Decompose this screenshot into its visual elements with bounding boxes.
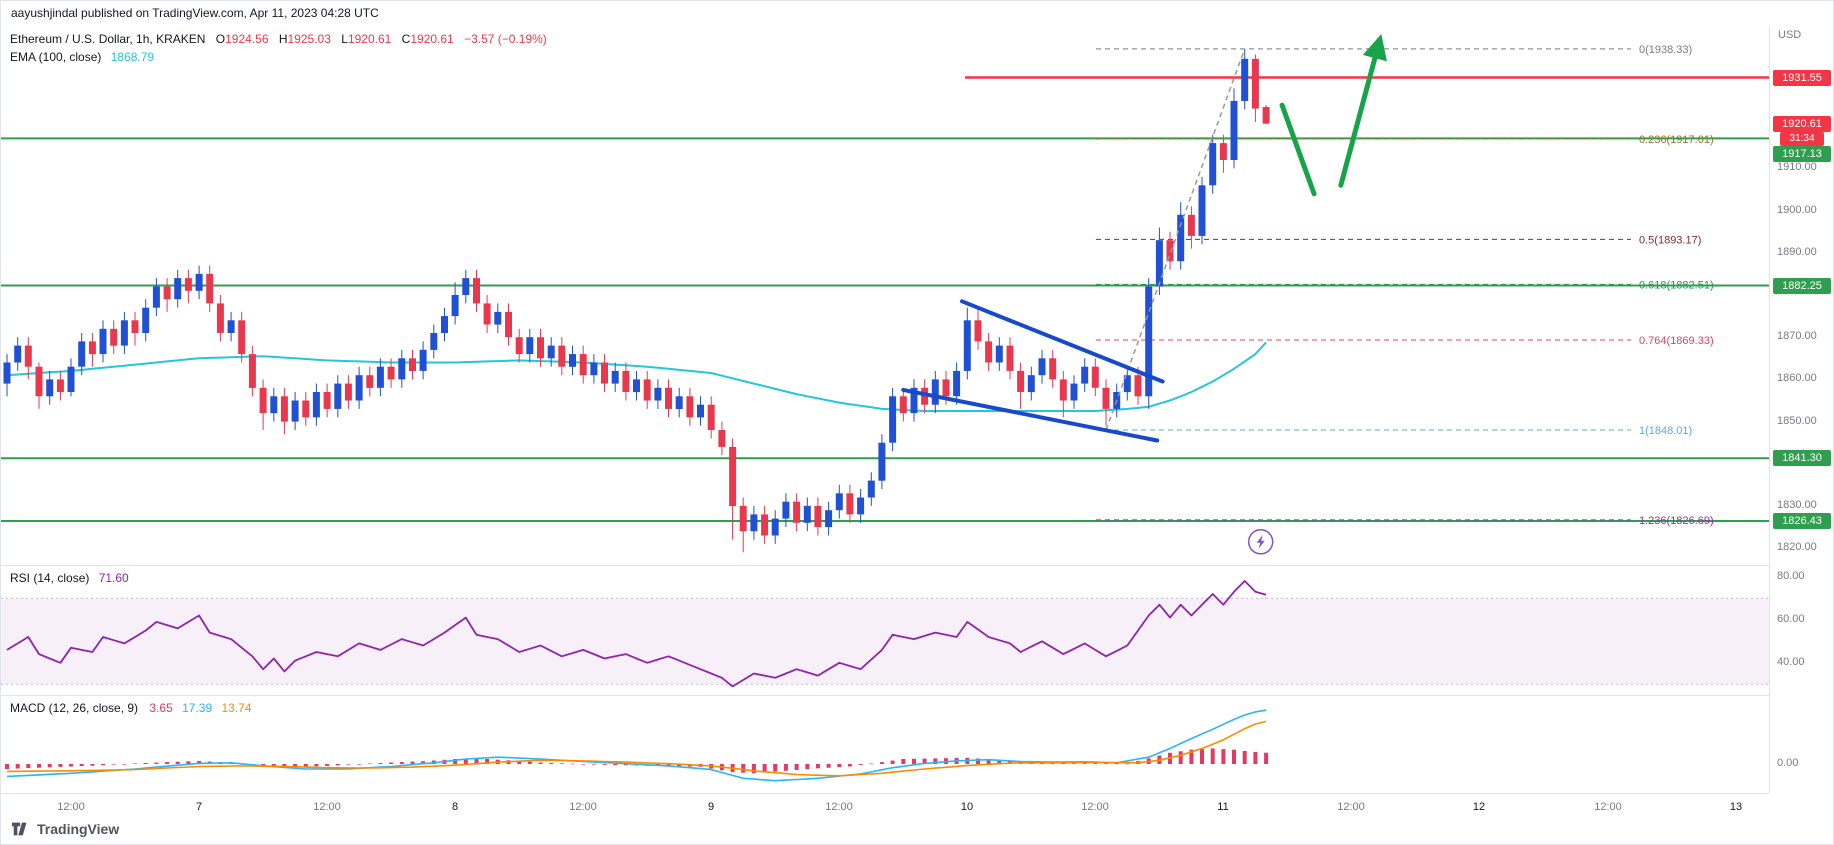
symbol-legend: Ethereum / U.S. Dollar, 1h, KRAKEN O1924… [10,32,547,46]
fib-level-label: 1(1848.01) [1639,425,1692,437]
candles-layer[interactable] [3,48,1270,553]
trendline[interactable] [960,299,1165,384]
ema-line[interactable] [6,341,1267,412]
time-axis-label: 7 [195,801,203,813]
macd-signal-value: 13.74 [221,701,252,715]
fib-level-label: 1.236(1826.69) [1639,515,1714,527]
macd-label[interactable]: MACD (12, 26, close, 9) [10,701,139,715]
rsi-legend: RSI (14, close) 71.60 [10,571,129,585]
price-axis-tick: 1900.00 [1777,204,1817,216]
fib-level-label: 0.618(1882.51) [1639,279,1714,291]
time-axis-label: 9 [707,801,715,813]
attribution-bar: aayushjindal published on TradingView.co… [1,1,1833,30]
fib-level-label: 0.5(1893.17) [1639,234,1701,246]
fib-level-label: 0(1938.33) [1639,44,1692,56]
fib-level-label: 0.764(1869.33) [1639,335,1714,347]
rsi-axis-tick: 80.00 [1777,570,1805,582]
macd-line[interactable] [6,709,1267,782]
time-axis-label: 12:00 [569,801,597,813]
rsi-axis-tick: 60.00 [1777,613,1805,625]
rsi-value: 71.60 [98,571,129,585]
price-axis-tick: 1860.00 [1777,372,1817,384]
time-axis-label: 12:00 [57,801,85,813]
price-axis-badge: 1841.30 [1773,450,1831,466]
time-axis-label: 12:00 [1337,801,1365,813]
price-axis[interactable]: USD 1910.00 1900.00 1890.00 1870.00 1860.00 1… [1769,25,1833,793]
time-axis-label: 8 [451,801,459,813]
price-axis-badge: 1920.61 [1773,116,1831,132]
projection-arrow[interactable] [1338,34,1387,188]
projection-arrow[interactable] [1279,102,1317,197]
ema-label[interactable]: EMA (100, close) [10,50,102,64]
ohlc-open: O1924.56 [215,32,269,46]
trendline[interactable] [901,387,1160,443]
ema-legend: EMA (100, close) 1868.79 [10,50,154,64]
price-axis-badge: 31:34 [1780,132,1824,146]
attribution-text: aayushjindal published on TradingView.co… [11,6,379,20]
macd-signal-line[interactable] [6,720,1267,777]
price-chart-plot[interactable]: 0(1938.33) 0.236(1917.01) 0.5(1893.17) 0.61… [1,25,1769,793]
price-axis-badge: 1882.25 [1773,278,1831,294]
lightning-bolt-icon [1256,534,1265,549]
rsi-band [1,598,1769,685]
time-axis-label: 10 [960,801,974,813]
tradingview-logo-text: TradingView [37,821,120,837]
symbol-title[interactable]: Ethereum / U.S. Dollar, 1h, KRAKEN [10,32,206,46]
change-text: −3.57 (−0.19%) [464,32,547,46]
rsi-axis-tick: 40.00 [1777,656,1805,668]
price-axis-currency-label: USD [1778,29,1802,41]
fib-level-label: 0.236(1917.01) [1639,134,1714,146]
ohlc-low: L1920.61 [341,32,392,46]
price-axis-tick: 1870.00 [1777,330,1817,342]
macd-hist-value: 3.65 [149,701,173,715]
time-axis-label: 12 [1472,801,1486,813]
price-axis-tick: 1890.00 [1777,246,1817,258]
time-axis-label: 11 [1217,801,1229,813]
price-axis-tick: 1830.00 [1777,499,1817,511]
rsi-label[interactable]: RSI (14, close) [10,571,90,585]
price-axis-badge: 1931.55 [1773,70,1831,86]
time-axis-label: 12:00 [1594,801,1622,813]
macd-legend: MACD (12, 26, close, 9) 3.65 17.39 13.74 [10,701,252,715]
rsi-line[interactable] [6,580,1267,688]
time-axis-label: 12:00 [825,801,853,813]
macd-line-value: 17.39 [182,701,213,715]
macd-histogram[interactable] [5,748,1269,774]
ohlc-close: C1920.61 [401,32,454,46]
time-axis[interactable]: 12:00 7 12:00 8 12:00 9 12:00 10 12:00 11 12:00 12 1… [1,793,1769,822]
time-axis-label: 12:00 [1081,801,1109,813]
price-axis-tick: 1820.00 [1777,541,1817,553]
price-axis-badge: 1917.13 [1773,146,1831,162]
price-axis-tick: 1850.00 [1777,415,1817,427]
price-axis-tick: 1910.00 [1777,161,1817,173]
tradingview-logo-icon [11,822,27,836]
price-axis-badge: 1826.43 [1773,513,1831,529]
tradingview-logo[interactable]: TradingView [11,821,119,837]
time-axis-label: 12:00 [313,801,341,813]
ohlc-high: H1925.03 [278,32,331,46]
ema-value: 1868.79 [110,50,155,64]
time-axis-label: 13 [1729,801,1743,813]
macd-axis-tick: 0.00 [1777,757,1799,769]
